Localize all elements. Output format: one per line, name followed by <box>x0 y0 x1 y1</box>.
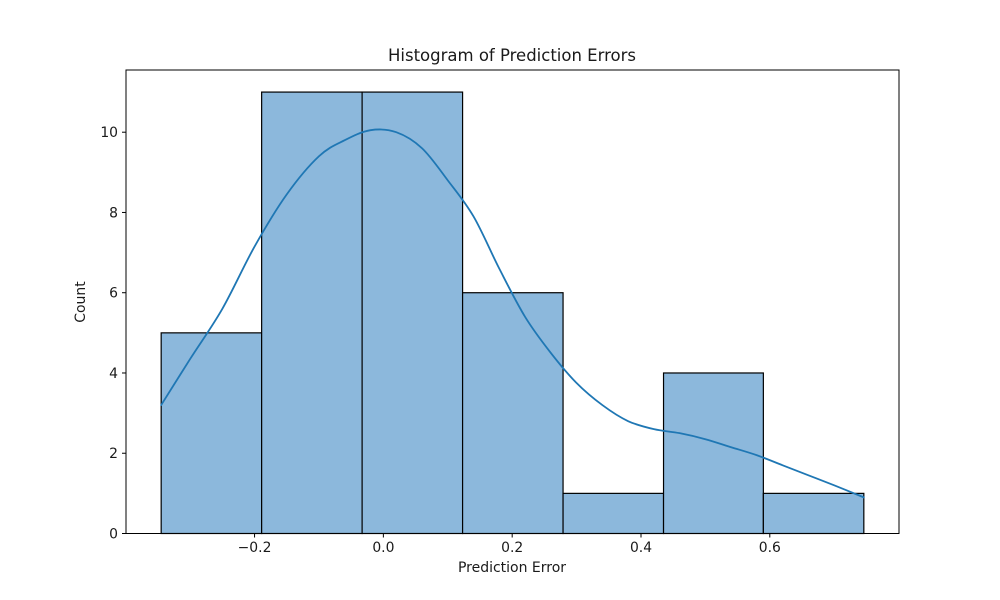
histogram-bars-layer <box>160 91 865 535</box>
axes-layer: −0.2 0.0 0.2 0.4 0.6 0 2 4 6 8 10 <box>100 69 900 556</box>
histogram-bar <box>562 492 665 535</box>
histogram-bar <box>361 91 464 535</box>
y-axis-label: Count <box>73 281 89 323</box>
chart-title: Histogram of Prediction Errors <box>388 46 636 65</box>
histogram-bar <box>461 292 564 535</box>
kde-curve-layer <box>160 128 865 499</box>
histogram-bar <box>762 492 865 535</box>
x-tick-label: 0.6 <box>759 540 781 556</box>
y-tick-label: 4 <box>109 366 118 382</box>
y-tick-label: 0 <box>109 527 118 543</box>
x-axis-label: Prediction Error <box>458 560 566 576</box>
x-tick-label: −0.2 <box>238 540 272 556</box>
x-tick-label: 0.2 <box>501 540 523 556</box>
kde-curve <box>160 128 865 499</box>
x-tick-label: 0.0 <box>372 540 394 556</box>
histogram-bar <box>261 91 363 535</box>
y-tick-label: 6 <box>109 286 118 302</box>
y-tick-label: 10 <box>100 125 118 141</box>
y-tick-label: 2 <box>109 446 118 462</box>
y-tick-label: 8 <box>109 205 118 221</box>
histogram-bar <box>160 332 263 535</box>
x-tick-label: 0.4 <box>630 540 652 556</box>
